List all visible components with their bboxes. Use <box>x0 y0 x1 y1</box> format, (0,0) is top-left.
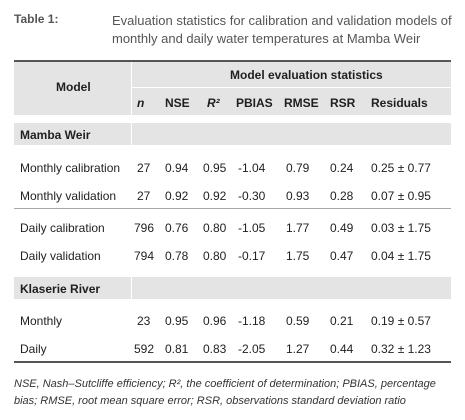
section-title: Mamba Weir <box>20 128 91 142</box>
cell-rsr: 0.49 <box>330 221 354 235</box>
cell-residuals: 0.25 ± 0.77 <box>371 161 431 175</box>
cell-r2: 0.95 <box>203 161 227 175</box>
col-header-nse: NSE <box>165 96 190 110</box>
row-label: Daily calibration <box>20 221 105 235</box>
evaluation-table: Model Model evaluation statistics n NSE … <box>14 60 451 363</box>
cell-rsr: 0.44 <box>330 342 354 356</box>
col-header-pbias: PBIAS <box>236 96 273 110</box>
col-header-residuals: Residuals <box>371 96 428 110</box>
cell-pbias: -0.17 <box>238 249 266 263</box>
cell-nse: 0.92 <box>165 189 189 203</box>
cell-r2: 0.92 <box>203 189 227 203</box>
cell-nse: 0.94 <box>165 161 189 175</box>
row-label: Monthly validation <box>20 189 117 203</box>
cell-nse: 0.78 <box>165 249 189 263</box>
row-label: Daily validation <box>20 249 101 263</box>
cell-rmse: 0.59 <box>286 314 310 328</box>
cell-residuals: 0.07 ± 0.95 <box>371 189 431 203</box>
col-header-rsr: RSR <box>330 96 356 110</box>
cell-r2: 0.80 <box>203 249 227 263</box>
model-header: Model <box>56 80 91 94</box>
cell-n: 27 <box>137 189 151 203</box>
cell-pbias: -1.04 <box>238 161 266 175</box>
col-header-rmse: RMSE <box>284 96 319 110</box>
cell-rmse: 0.79 <box>286 161 310 175</box>
group-header: Model evaluation statistics <box>230 68 383 82</box>
section-title: Klaserie River <box>20 282 101 296</box>
cell-rmse: 0.93 <box>286 189 310 203</box>
cell-rmse: 1.77 <box>286 221 310 235</box>
section-band-klaserie <box>14 277 451 299</box>
row-divider <box>14 208 451 209</box>
cell-n: 794 <box>134 249 155 263</box>
cell-residuals: 0.32 ± 1.23 <box>371 342 431 356</box>
cell-r2: 0.83 <box>203 342 227 356</box>
cell-r2: 0.96 <box>203 314 227 328</box>
row-label: Daily <box>20 342 47 356</box>
col-header-r2: R² <box>207 96 220 110</box>
cell-n: 23 <box>137 314 151 328</box>
cell-n: 27 <box>137 161 151 175</box>
cell-nse: 0.95 <box>165 314 189 328</box>
cell-rsr: 0.28 <box>330 189 354 203</box>
header-split-line <box>132 87 451 88</box>
cell-n: 592 <box>134 342 155 356</box>
cell-nse: 0.76 <box>165 221 189 235</box>
caption-label: Table 1: <box>14 12 59 26</box>
cell-residuals: 0.04 ± 1.75 <box>371 249 431 263</box>
cell-pbias: -1.18 <box>238 314 266 328</box>
cell-residuals: 0.19 ± 0.57 <box>371 314 431 328</box>
caption-text: Evaluation statistics for calibration an… <box>112 13 452 46</box>
cell-rsr: 0.47 <box>330 249 354 263</box>
col-header-n: n <box>137 96 145 110</box>
cell-rmse: 1.27 <box>286 342 310 356</box>
cell-nse: 0.81 <box>165 342 189 356</box>
cell-r2: 0.80 <box>203 221 227 235</box>
table-footnote: NSE, Nash–Sutcliffe efficiency; R², the … <box>14 378 436 407</box>
cell-pbias: -2.05 <box>238 342 266 356</box>
bottom-rule <box>14 361 451 363</box>
column-separator <box>131 60 132 363</box>
cell-rsr: 0.24 <box>330 161 354 175</box>
row-label: Monthly <box>20 314 63 328</box>
cell-n: 796 <box>134 221 155 235</box>
cell-pbias: -1.05 <box>238 221 266 235</box>
cell-rsr: 0.21 <box>330 314 354 328</box>
cell-pbias: -0.30 <box>238 189 266 203</box>
table-caption: Table 1: Evaluation statistics for calib… <box>14 12 454 52</box>
top-rule <box>14 60 451 62</box>
section-band-mamba <box>14 123 451 145</box>
cell-residuals: 0.03 ± 1.75 <box>371 221 431 235</box>
cell-rmse: 1.75 <box>286 249 310 263</box>
row-label: Monthly calibration <box>20 161 121 175</box>
